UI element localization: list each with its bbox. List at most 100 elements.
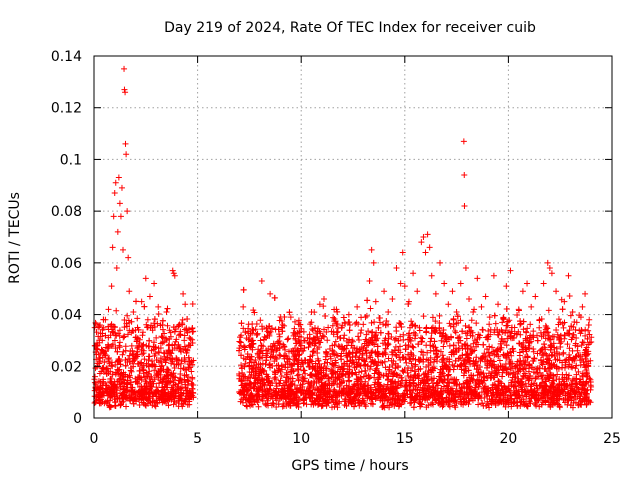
data-point-band [541, 341, 548, 348]
data-point-band [277, 352, 284, 359]
data-point-band [333, 329, 340, 336]
data-point-band [517, 382, 524, 389]
data-point-band [405, 342, 412, 349]
data-point-band [260, 343, 267, 350]
data-point-band [417, 357, 424, 364]
data-point-band [389, 378, 396, 385]
data-point-band [383, 318, 390, 325]
x-tick-label: 0 [90, 431, 99, 447]
data-point-band [579, 303, 586, 310]
data-point-band [475, 383, 482, 390]
data-point-band [515, 368, 522, 375]
data-point-band [579, 382, 586, 389]
data-point-band [153, 357, 160, 364]
data-point-band [322, 372, 329, 379]
data-point-band [536, 324, 543, 331]
data-point-band [523, 328, 530, 335]
data-point-band [564, 341, 571, 348]
data-point-band [456, 355, 463, 362]
data-point-band [577, 378, 584, 385]
data-point-band [318, 369, 325, 376]
data-point-band [583, 351, 590, 358]
data-point-band [382, 364, 389, 371]
data-point-band [269, 380, 276, 387]
data-point-band [494, 348, 501, 355]
data-point-band [162, 359, 169, 366]
data-point-band [157, 357, 164, 364]
data-point-band [475, 401, 482, 408]
data-point-band [514, 364, 521, 371]
data-point [393, 265, 400, 272]
data-point-band [547, 401, 554, 408]
data-point-band [498, 335, 505, 342]
data-point-band [415, 341, 422, 348]
data-point-band [126, 319, 133, 326]
data-point-band [573, 375, 580, 382]
data-point-band [116, 327, 123, 334]
data-point [486, 314, 493, 321]
data-point [124, 208, 131, 215]
data-point-band [548, 384, 555, 391]
data-point [178, 360, 185, 367]
data-point-band [336, 398, 343, 405]
data-point-band [429, 399, 436, 406]
data-point-band [276, 345, 283, 352]
data-point-band [297, 386, 304, 393]
data-point-band [503, 322, 510, 329]
data-point-band [405, 351, 412, 358]
data-point-band [466, 324, 473, 331]
data-point-band [123, 403, 130, 410]
data-point-band [411, 368, 418, 375]
data-point [341, 319, 348, 326]
data-point-band [418, 348, 425, 355]
data-point-band [328, 404, 335, 411]
data-point-band [522, 389, 529, 396]
data-point-band [410, 329, 417, 336]
data-point-band [423, 325, 430, 332]
data-point-band [460, 372, 467, 379]
data-point-band [461, 357, 468, 364]
data-point [123, 151, 130, 158]
data-point-band [482, 386, 489, 393]
data-point-band [329, 361, 336, 368]
data-point-band [410, 404, 417, 411]
data-point-band [464, 378, 471, 385]
data-point-band [391, 370, 398, 377]
data-point-band [436, 325, 443, 332]
data-point-band [584, 335, 591, 342]
data-point-band [474, 336, 481, 343]
data-point-band [330, 348, 337, 355]
data-point-band [434, 389, 441, 396]
data-point-band [402, 356, 409, 363]
data-point-band [125, 355, 132, 362]
data-point-band [391, 337, 398, 344]
data-point-band [145, 357, 152, 364]
data-point-band [448, 334, 455, 341]
data-point-band [434, 353, 441, 360]
data-point-band [568, 397, 575, 404]
data-point-band [431, 327, 438, 334]
data-point-band [278, 385, 285, 392]
data-point [381, 288, 388, 295]
data-point-band [410, 379, 417, 386]
y-axis-label: ROTI / TECUs [7, 192, 23, 284]
data-point [92, 373, 99, 380]
data-point-band [567, 387, 574, 394]
data-point-band [188, 358, 195, 365]
data-point [515, 306, 522, 313]
data-point-band [284, 336, 291, 343]
data-point-band [165, 395, 172, 402]
data-point-band [300, 337, 307, 344]
data-point-band [582, 332, 589, 339]
data-point-band [305, 378, 312, 385]
data-point-band [96, 323, 103, 330]
data-point [561, 298, 568, 305]
data-point-band [147, 379, 154, 386]
data-point-band [428, 335, 435, 342]
data-point-band [433, 354, 440, 361]
data-point-band [529, 391, 536, 398]
data-point-band [585, 327, 592, 334]
data-point-band [315, 357, 322, 364]
data-point [557, 319, 564, 326]
data-point-band [285, 348, 292, 355]
